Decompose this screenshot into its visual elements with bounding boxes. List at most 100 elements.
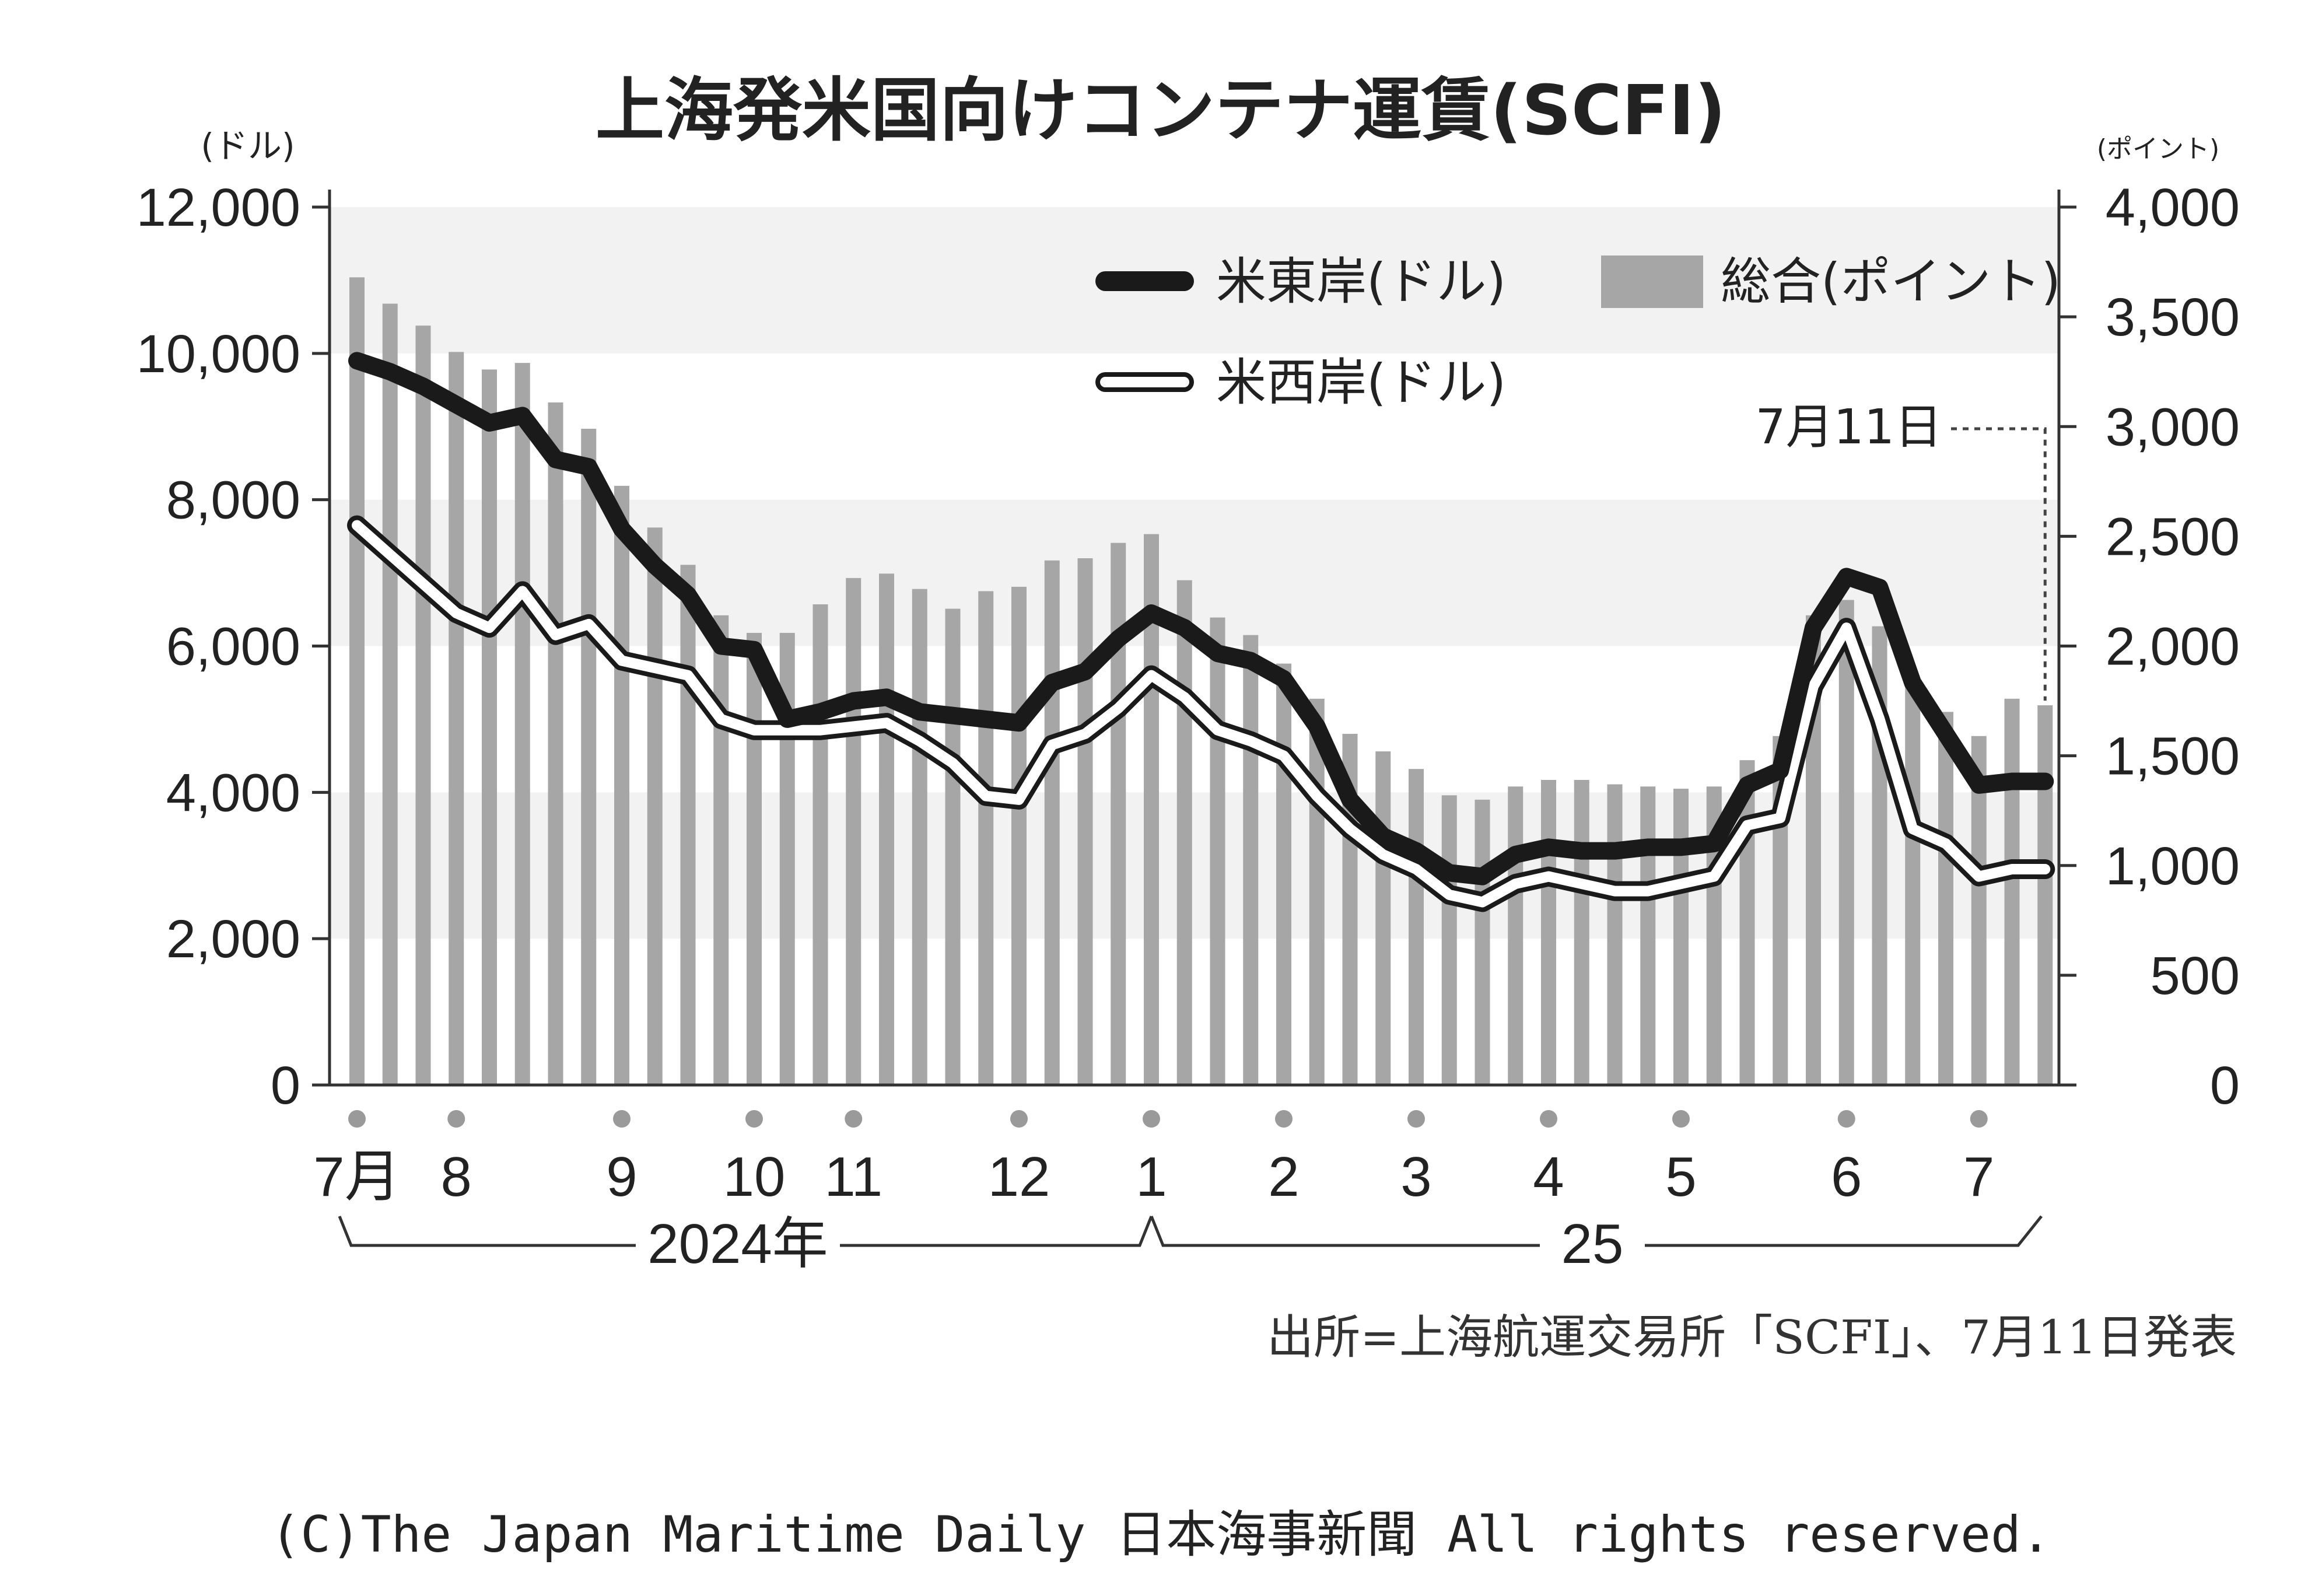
month-marker-3	[745, 1110, 763, 1128]
composite-bar-7	[581, 429, 597, 1086]
month-label-9: 4	[1533, 1146, 1564, 1208]
right-tick-label-3: 1,500	[2106, 727, 2240, 786]
month-marker-5	[1010, 1110, 1028, 1128]
composite-bar-34	[1475, 799, 1490, 1085]
right-tick-label-7: 3,500	[2106, 288, 2240, 347]
composite-bar-25	[1176, 580, 1192, 1085]
left-tick-label-2: 4,000	[166, 763, 300, 822]
year-label-2025: 25	[1561, 1213, 1624, 1275]
left-tick-label-1: 2,000	[166, 909, 300, 969]
composite-bar-47	[1905, 681, 1921, 1085]
composite-bar-2	[415, 326, 431, 1085]
legend-west-label: 米西岸(ドル)	[1216, 354, 1506, 412]
month-label-12: 7	[1963, 1146, 1994, 1208]
composite-bar-27	[1243, 635, 1259, 1085]
composite-bar-49	[1971, 736, 1987, 1085]
composite-bar-0	[349, 277, 365, 1085]
legend-composite-label: 総合(ポイント)	[1721, 253, 2061, 311]
composite-bar-36	[1541, 780, 1556, 1085]
month-label-4: 11	[824, 1146, 882, 1208]
month-label-6: 1	[1136, 1146, 1167, 1208]
chart-title: 上海発米国向けコンテナ運賃(SCFI)	[596, 70, 1726, 150]
copyright-notice: (C)The Japan Maritime Daily 日本海事新聞 All r…	[270, 1506, 2051, 1564]
left-tick-label-4: 8,000	[166, 471, 300, 530]
composite-bar-28	[1276, 663, 1291, 1085]
month-label-2: 9	[606, 1146, 637, 1208]
composite-bar-9	[647, 527, 663, 1085]
month-marker-7	[1275, 1110, 1293, 1128]
composite-bar-17	[912, 589, 927, 1085]
east-coast-line	[348, 352, 2054, 886]
month-marker-2	[613, 1110, 631, 1128]
month-label-5: 12	[988, 1146, 1050, 1208]
composite-bar-48	[1938, 712, 1953, 1085]
composite-bar-10	[680, 565, 696, 1085]
left-tick-label-0: 0	[271, 1056, 300, 1115]
composite-bars	[349, 277, 2053, 1086]
composite-bar-4	[482, 369, 497, 1085]
year-bracket-2024-right	[840, 1216, 1153, 1247]
composite-bar-14	[812, 604, 828, 1085]
composite-bar-32	[1409, 769, 1424, 1085]
month-marker-0	[348, 1110, 366, 1128]
left-tick-label-5: 10,000	[136, 324, 300, 384]
right-tick-label-6: 3,000	[2106, 397, 2240, 457]
rate-lines	[347, 352, 2055, 912]
annotation-jul11: 7月11日	[1755, 400, 2047, 701]
composite-bar-29	[1309, 698, 1325, 1085]
month-marker-6	[1143, 1110, 1160, 1128]
right-tick-label-8: 4,000	[2106, 178, 2240, 237]
composite-bar-5	[514, 363, 530, 1086]
right-tick-label-5: 2,500	[2106, 507, 2240, 566]
composite-bar-16	[879, 573, 894, 1085]
composite-bar-40	[1673, 789, 1689, 1085]
month-marker-11	[1837, 1110, 1855, 1128]
month-marker-9	[1540, 1110, 1557, 1128]
composite-bar-15	[846, 578, 861, 1085]
legend-composite-swatch	[1601, 256, 1703, 308]
left-tick-label-3: 6,000	[166, 617, 300, 677]
composite-bar-33	[1441, 795, 1457, 1085]
month-label-1: 8	[441, 1146, 472, 1208]
right-axis-unit: (ポイント)	[2097, 134, 2219, 164]
right-tick-label-1: 500	[2151, 946, 2240, 1006]
legend-east-label: 米東岸(ドル)	[1216, 253, 1506, 311]
year-bracket-2024-left	[338, 1216, 636, 1247]
composite-bar-35	[1508, 786, 1524, 1085]
source-note: 出所=上海航運交易所「SCFI」、7月11日発表	[1267, 1310, 2237, 1364]
month-label-11: 6	[1831, 1146, 1862, 1208]
composite-bar-1	[382, 303, 398, 1085]
year-label-2024: 2024年	[647, 1213, 828, 1275]
composite-bar-19	[978, 591, 994, 1085]
month-label-10: 5	[1665, 1146, 1696, 1208]
month-marker-1	[447, 1110, 465, 1128]
composite-bar-38	[1607, 784, 1623, 1085]
composite-bar-18	[945, 608, 961, 1085]
right-tick-label-4: 2,000	[2106, 617, 2240, 677]
composite-bar-51	[2037, 705, 2053, 1085]
left-tick-label-6: 12,000	[136, 178, 300, 237]
month-label-7: 2	[1268, 1146, 1299, 1208]
legend: 米東岸(ドル) 米西岸(ドル) 総合(ポイント)	[1095, 253, 2061, 412]
composite-bar-37	[1574, 780, 1589, 1085]
annotation-label: 7月11日	[1755, 400, 1942, 455]
month-label-8: 3	[1400, 1146, 1431, 1208]
grid-band-0	[330, 207, 2059, 354]
month-label-3: 10	[723, 1146, 786, 1208]
composite-bar-26	[1210, 617, 1225, 1085]
west-coast-line	[352, 520, 2051, 908]
composite-bar-39	[1640, 786, 1656, 1085]
month-label-0: 7月	[313, 1146, 400, 1208]
month-marker-4	[845, 1110, 863, 1128]
composite-bar-12	[747, 632, 762, 1085]
left-axis-unit: (ドル)	[201, 126, 295, 166]
composite-bar-20	[1011, 586, 1027, 1085]
year-bracket-2025-left	[1150, 1216, 1540, 1247]
month-marker-8	[1407, 1110, 1425, 1128]
right-tick-label-2: 1,000	[2106, 836, 2240, 896]
annotation-leader-line	[1951, 427, 2047, 701]
axes: 0 2,000 4,000 6,000 8,000 10,000 12,000 0 500 1,0…	[136, 178, 2240, 1115]
right-tick-label-0: 0	[2210, 1056, 2240, 1115]
composite-bar-21	[1044, 560, 1060, 1085]
